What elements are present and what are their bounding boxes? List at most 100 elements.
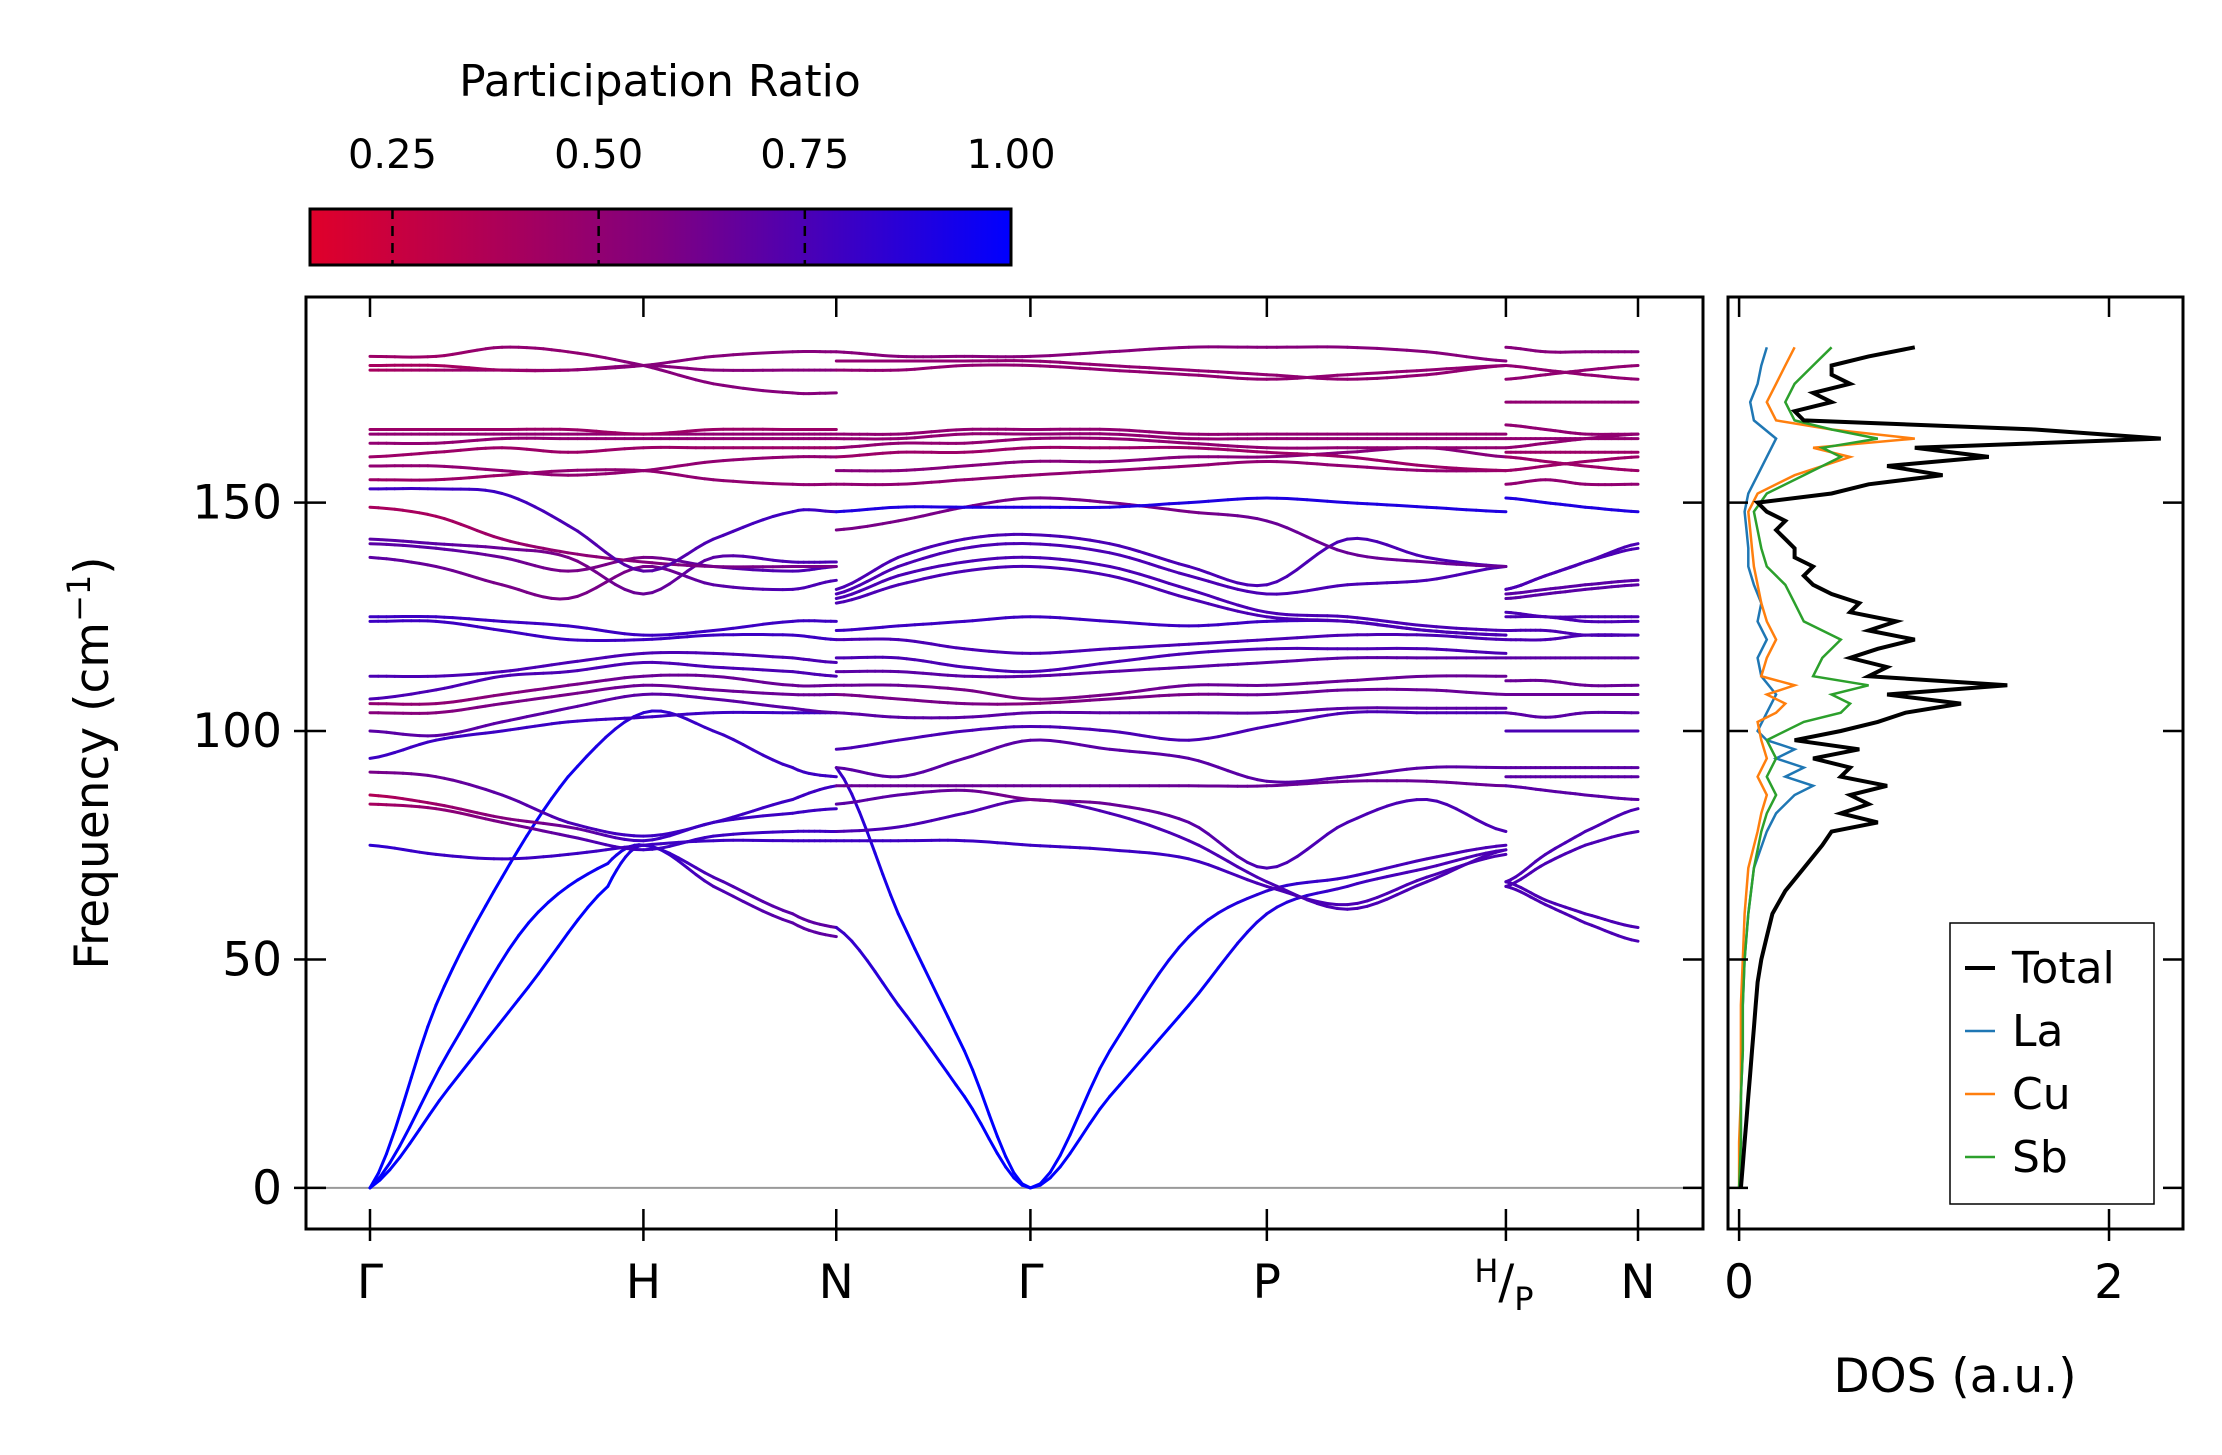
band-segment xyxy=(556,884,570,896)
band-segment xyxy=(929,981,942,1002)
band-segment xyxy=(781,918,795,925)
band-segment xyxy=(585,666,598,671)
band-segment xyxy=(1048,364,1062,369)
band-segment xyxy=(1255,638,1269,642)
band-segment xyxy=(1128,645,1141,650)
band-segment xyxy=(1157,693,1171,698)
band-segment xyxy=(721,889,735,898)
band-segment xyxy=(1177,562,1191,568)
band-segment xyxy=(1038,533,1052,538)
band-segment xyxy=(1325,463,1339,467)
band-segment xyxy=(594,570,608,580)
band-segment xyxy=(566,764,579,779)
band-segment xyxy=(1137,347,1151,352)
band-segment xyxy=(1038,738,1052,742)
band-segment xyxy=(613,653,627,658)
phonon-band xyxy=(368,537,838,596)
band-segment xyxy=(1315,878,1329,883)
band-segment xyxy=(1315,902,1329,908)
band-segment xyxy=(1068,695,1082,700)
band-segment xyxy=(1415,553,1429,559)
colorbar-tick-label: 0.25 xyxy=(348,132,437,178)
band-segment xyxy=(905,929,917,951)
band-segment xyxy=(1395,767,1409,772)
band-segment xyxy=(1118,567,1131,573)
phonon-band xyxy=(1504,432,1640,450)
band-segment xyxy=(703,879,715,888)
band-segment xyxy=(1335,500,1349,505)
band-segment xyxy=(1098,363,1112,367)
band-segment xyxy=(1108,811,1122,818)
band-segment xyxy=(1474,627,1488,632)
band-segment xyxy=(1335,619,1349,623)
band-segment xyxy=(1068,802,1082,808)
band-segment xyxy=(527,972,540,989)
band-segment xyxy=(703,871,715,879)
band-segment xyxy=(1236,581,1249,587)
band-segment xyxy=(623,846,636,851)
kpoint-label: N xyxy=(819,1255,854,1310)
band-segment xyxy=(1216,447,1230,452)
band-segment xyxy=(1108,692,1122,696)
band-segment xyxy=(492,875,504,893)
band-segment xyxy=(1058,616,1072,620)
band-segment xyxy=(1315,499,1329,503)
band-segment xyxy=(604,686,617,691)
band-segment xyxy=(1098,801,1112,806)
band-segment xyxy=(1118,468,1131,472)
band-segment xyxy=(703,725,715,733)
band-segment xyxy=(1255,608,1269,614)
band-segment xyxy=(1167,436,1181,440)
band-segment xyxy=(1078,800,1092,804)
band-segment xyxy=(388,1144,402,1165)
band-segment xyxy=(1325,618,1339,623)
band-segment xyxy=(1187,565,1201,571)
band-segment xyxy=(1345,816,1359,824)
band-segment xyxy=(1405,462,1419,467)
band-segment xyxy=(477,1035,491,1052)
band-segment xyxy=(1128,467,1141,471)
band-segment xyxy=(1315,900,1329,905)
band-segment xyxy=(1405,348,1419,353)
band-segment xyxy=(1068,665,1082,670)
band-segment xyxy=(632,559,645,564)
band-segment xyxy=(1108,1083,1122,1098)
band-segment xyxy=(1197,650,1210,654)
band-segment xyxy=(1128,849,1141,854)
phonon-band xyxy=(368,455,838,477)
band-segment xyxy=(1295,658,1309,663)
band-segment xyxy=(1236,639,1249,643)
band-segment xyxy=(1275,721,1289,727)
band-segment xyxy=(865,959,877,974)
band-segment xyxy=(613,716,627,721)
band-segment xyxy=(971,1068,983,1093)
band-segment xyxy=(1098,847,1112,852)
band-segment xyxy=(1435,506,1448,510)
band-segment xyxy=(409,1049,421,1080)
band-segment xyxy=(650,587,663,595)
band-segment xyxy=(1197,664,1210,668)
band-segment xyxy=(1435,557,1448,563)
band-segment xyxy=(1038,701,1052,705)
band-segment xyxy=(1128,1001,1141,1021)
band-segment xyxy=(771,669,785,673)
band-segment xyxy=(1285,882,1299,887)
band-segment xyxy=(1335,775,1349,780)
band-segment xyxy=(507,997,521,1014)
band-segment xyxy=(1285,617,1299,621)
band-segment xyxy=(594,580,608,590)
band-segment xyxy=(437,1049,451,1070)
band-segment xyxy=(1167,591,1181,598)
band-segment xyxy=(1464,563,1478,567)
band-segment xyxy=(1197,641,1210,646)
band-segment xyxy=(1236,620,1249,625)
band-segment xyxy=(731,652,745,657)
band-segment xyxy=(1435,647,1448,652)
band-segment xyxy=(604,654,617,659)
band-segment xyxy=(1335,614,1349,619)
band-segment xyxy=(1295,452,1309,456)
band-segment xyxy=(1445,366,1458,371)
band-segment xyxy=(1147,553,1161,560)
kpoint-label: Γ xyxy=(1017,1255,1043,1310)
band-segment xyxy=(1118,696,1131,700)
